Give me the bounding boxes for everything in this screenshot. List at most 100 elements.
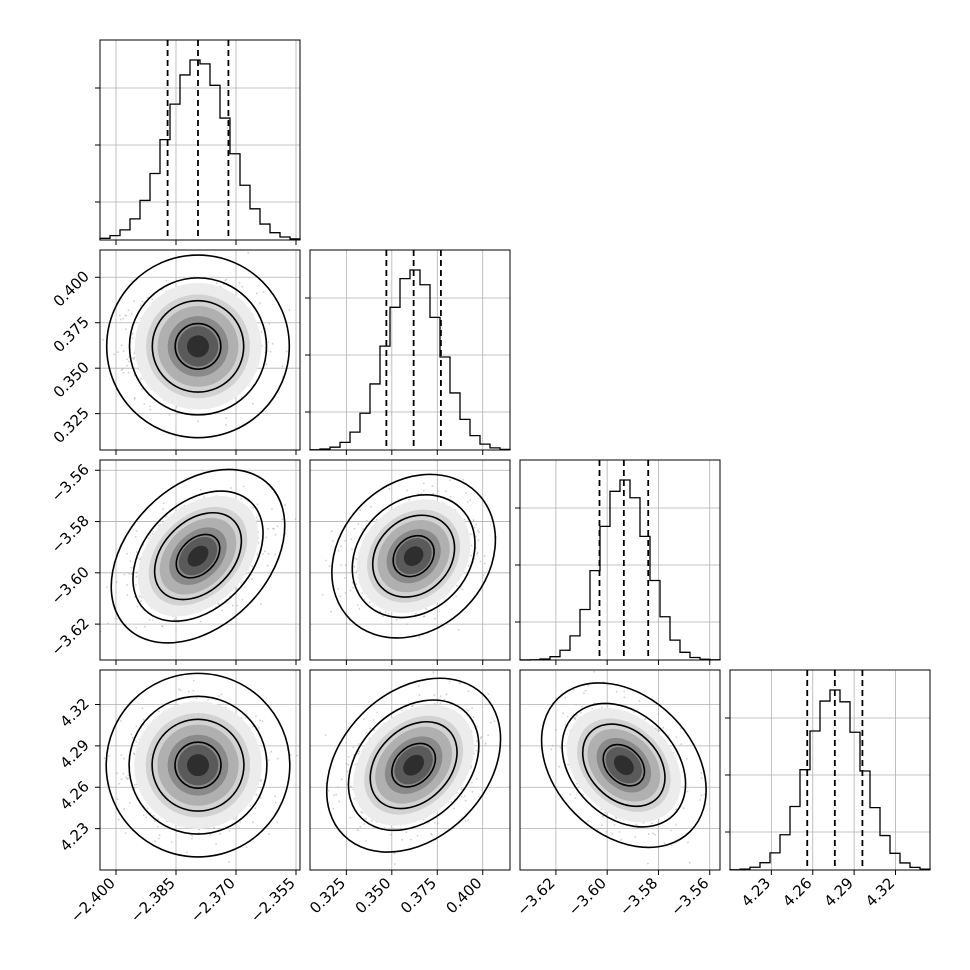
sample-point [470,765,473,768]
sample-point [236,604,239,607]
sample-point [242,485,245,488]
sample-point [157,818,160,821]
sample-point [228,861,231,864]
sample-point [434,617,436,620]
sample-point [130,313,133,315]
sample-point [261,720,264,723]
sample-point [271,342,274,345]
sample-point [332,807,335,810]
sample-point [129,560,132,563]
sample-point [207,698,210,701]
sample-point [351,548,353,551]
sample-point [477,539,480,542]
histogram-step-3 [729,689,931,871]
sample-point [120,369,123,371]
sample-point [462,478,465,481]
sample-point [267,341,270,343]
sample-point [178,688,180,690]
sample-point [448,479,451,482]
sample-point [408,498,411,501]
histogram-step-0 [99,59,301,240]
contour-line-2 [351,493,476,619]
sample-point [115,581,118,583]
sample-point [149,534,152,537]
sample-point [476,553,478,555]
sample-point [231,604,234,607]
sample-point [337,549,340,552]
sample-point [423,615,426,618]
sample-point [370,505,372,508]
sample-point [469,533,472,536]
sample-point [281,365,284,368]
scatter-panel-3-1 [309,669,511,871]
sample-point [252,506,255,509]
sample-point [140,377,142,380]
sample-point [154,840,156,843]
sample-point [410,838,412,841]
sample-point [144,625,146,628]
sample-point [480,737,482,740]
sample-point [197,420,200,423]
sample-point [217,827,220,830]
sample-point [240,497,243,500]
scatter-panel-2-0 [99,459,301,661]
sample-point [439,695,442,698]
contour-line-2 [132,490,264,622]
sample-point [472,519,475,521]
sample-point [122,350,125,353]
sample-point [274,795,276,798]
sample-point [343,577,346,579]
sample-point [482,574,484,577]
sample-point [358,750,361,753]
sample-point [268,322,271,325]
sample-point [252,402,254,405]
sample-point [266,564,269,567]
sample-point [473,526,476,529]
sample-point [149,812,152,814]
sample-point [414,612,417,615]
panel-frame [99,459,301,661]
sample-point [133,752,135,755]
contour-line-0 [175,533,221,579]
sample-point [259,797,262,799]
sample-point [433,703,436,705]
sample-point [432,671,435,674]
sample-point [256,553,259,556]
sample-point [128,801,131,804]
sample-point [240,581,243,584]
sample-point [135,584,137,586]
density-level [187,754,209,777]
sample-point [228,830,231,832]
sample-point [135,551,138,553]
hist-panel-2 [519,459,721,661]
sample-point [242,580,245,583]
scatter-panel-3-0 [99,669,301,871]
sample-point [223,283,225,286]
contour-line-2 [128,277,268,416]
density-level [187,335,209,358]
sample-point [387,612,390,615]
sample-point [133,786,136,789]
sample-point [158,837,160,840]
sample-point [437,490,439,492]
sample-point [353,557,356,560]
sample-point [148,619,151,621]
sample-point [151,532,154,535]
sample-point [363,718,365,720]
sample-point [131,357,134,360]
sample-point [371,820,373,822]
sample-point [241,599,244,601]
sample-point [330,530,333,533]
sample-point [122,317,124,320]
sample-point [422,490,425,492]
sample-point [130,573,133,576]
sample-point [117,351,119,354]
sample-point [157,825,159,828]
sample-point [369,727,372,730]
sample-point [365,840,367,842]
sample-point [238,281,241,284]
contour-line-3 [105,254,291,439]
sample-point [349,816,352,819]
sample-point [133,356,136,359]
sample-point [274,801,277,804]
